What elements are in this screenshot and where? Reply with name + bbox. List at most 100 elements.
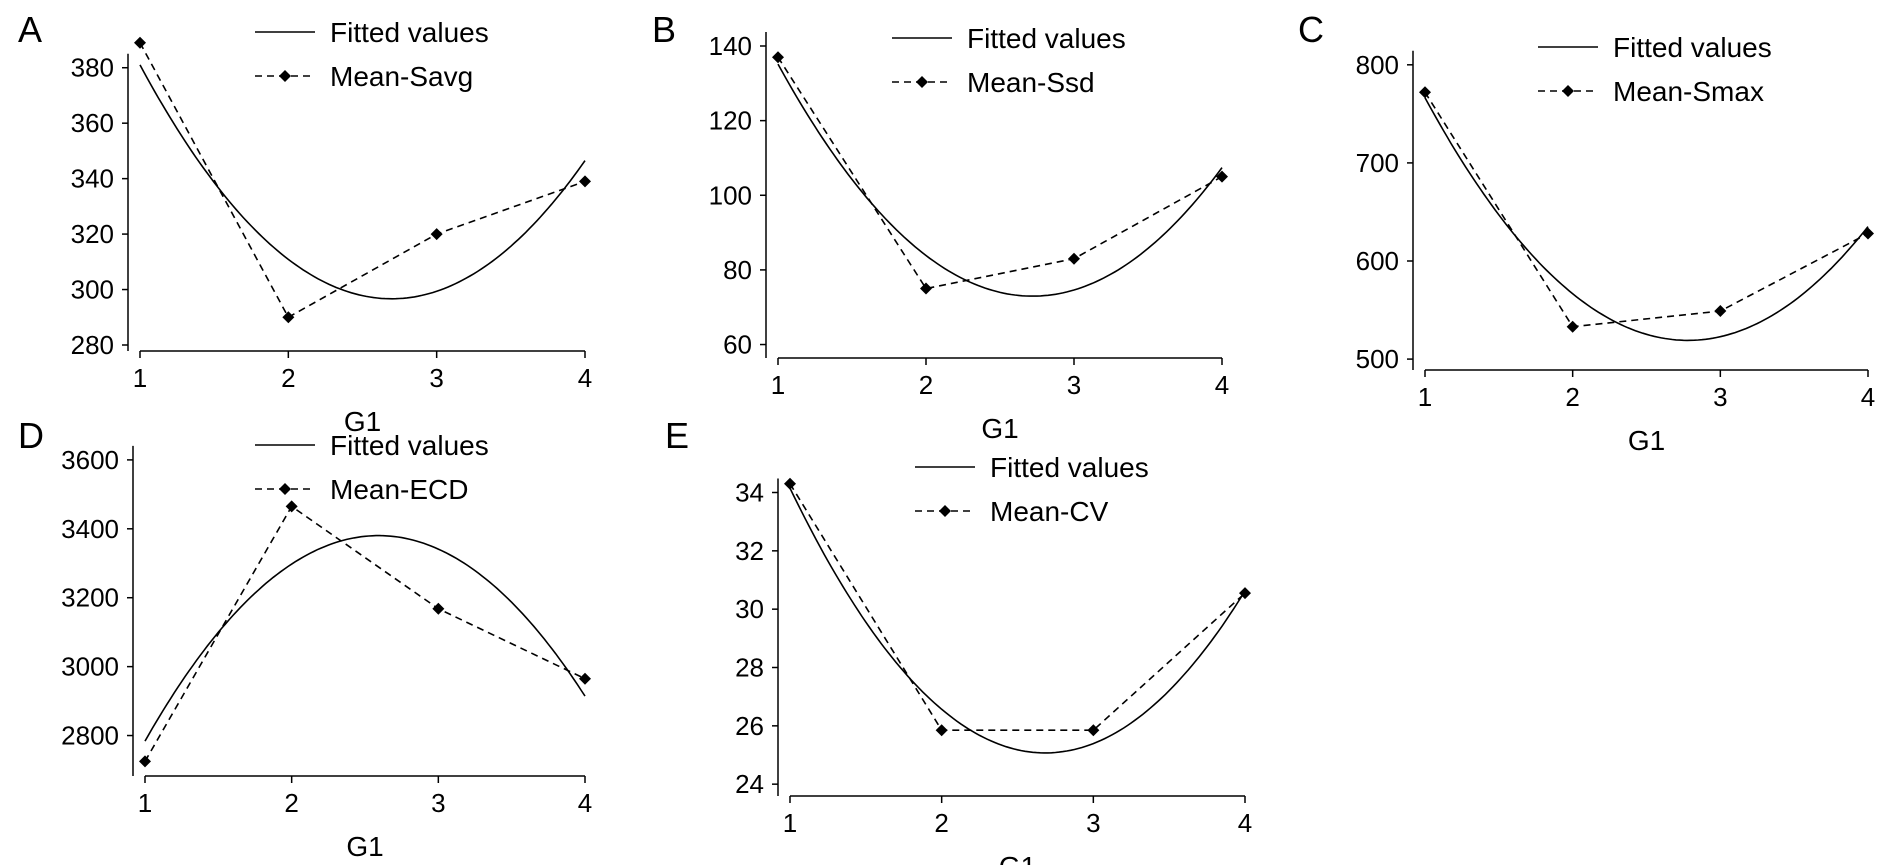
y-tick-label: 120 — [709, 106, 752, 136]
x-tick-label: 1 — [133, 363, 147, 393]
fitted-values-line — [139, 64, 586, 300]
panel-letter: D — [18, 415, 44, 456]
y-tick-label: 280 — [71, 330, 114, 360]
x-tick-label: 2 — [281, 363, 295, 393]
x-tick-label: 2 — [284, 788, 298, 818]
x-tick-label: 4 — [578, 363, 592, 393]
y-tick-label: 24 — [735, 769, 764, 799]
y-tick-label: 32 — [735, 536, 764, 566]
panel-b: B 60 80 100 120 140 1 2 3 4 G1 Fitted values Mean-Ss… — [652, 9, 1229, 444]
mean-series-line — [1424, 91, 1869, 328]
legend-fitted-label: Fitted values — [330, 430, 489, 461]
mean-series-point — [1566, 320, 1579, 333]
mean-series-point — [579, 175, 591, 188]
legend-fitted-label: Fitted values — [967, 23, 1126, 54]
panel-a: A 280 300 320 340 360 380 1 2 3 4 G1 Fitted values Me… — [18, 9, 592, 437]
mean-series-point — [1216, 170, 1228, 183]
x-axis-label: G1 — [346, 831, 383, 862]
x-tick-label: 1 — [783, 808, 797, 838]
y-tick-label: 34 — [735, 478, 764, 508]
y-tick-label: 380 — [71, 53, 114, 83]
y-tick-label: 3000 — [61, 652, 119, 682]
panel-letter: E — [665, 415, 689, 456]
x-axis-label: G1 — [981, 413, 1018, 444]
mean-series-line — [777, 56, 1223, 290]
fitted-values-line — [777, 63, 1223, 297]
legend-fitted-label: Fitted values — [330, 17, 489, 48]
mean-series-point — [784, 477, 796, 490]
legend-mean-marker — [279, 483, 291, 495]
mean-series-point — [1862, 227, 1874, 240]
x-tick-label: 4 — [1215, 370, 1229, 400]
mean-series-point — [1714, 305, 1727, 318]
y-tick-label: 140 — [709, 31, 752, 61]
y-tick-label: 28 — [735, 653, 764, 683]
mean-series-point — [1068, 252, 1080, 265]
panel-d: D 2800 3000 3200 3400 3600 1 2 3 4 G1 Fitted values… — [18, 415, 592, 862]
legend-mean-marker — [279, 70, 291, 82]
mean-series-line — [139, 42, 586, 319]
mean-series-point — [134, 36, 146, 49]
x-tick-label: 3 — [429, 363, 443, 393]
y-tick-label: 3200 — [61, 583, 119, 613]
y-tick-label: 26 — [735, 711, 764, 741]
x-tick-label: 4 — [1238, 808, 1252, 838]
y-tick-label: 300 — [71, 275, 114, 305]
panel-letter: A — [18, 9, 42, 50]
legend-mean-label: Mean-ECD — [330, 474, 468, 505]
y-tick-label: 800 — [1356, 50, 1399, 80]
legend-mean-marker — [916, 76, 928, 88]
y-tick-label: 100 — [709, 180, 752, 210]
x-tick-label: 2 — [919, 370, 933, 400]
panel-letter: C — [1298, 9, 1324, 50]
y-tick-label: 360 — [71, 108, 114, 138]
legend-mean-label: Mean-Savg — [330, 61, 473, 92]
fitted-values-line — [789, 487, 1246, 754]
x-tick-label: 1 — [1418, 382, 1432, 412]
mean-series-point — [285, 500, 298, 513]
mean-series-point — [282, 311, 295, 324]
x-tick-label: 2 — [934, 808, 948, 838]
fitted-values-line — [144, 534, 586, 742]
legend-fitted-label: Fitted values — [990, 452, 1149, 483]
legend-mean-label: Mean-CV — [990, 496, 1109, 527]
x-tick-label: 3 — [1067, 370, 1081, 400]
y-tick-label: 80 — [723, 255, 752, 285]
y-tick-label: 700 — [1356, 148, 1399, 178]
y-tick-label: 60 — [723, 330, 752, 360]
mean-series-point — [430, 228, 443, 241]
x-axis-label: G1 — [344, 406, 381, 437]
mean-series-point — [1239, 587, 1251, 600]
y-tick-label: 500 — [1356, 344, 1399, 374]
mean-series-point — [1087, 724, 1100, 737]
legend-fitted-label: Fitted values — [1613, 32, 1772, 63]
x-tick-label: 2 — [1565, 382, 1579, 412]
y-tick-label: 2800 — [61, 721, 119, 751]
mean-series-line — [789, 483, 1246, 732]
legend-mean-marker — [939, 505, 951, 517]
mean-series-point — [139, 755, 151, 768]
fitted-values-line — [1424, 97, 1869, 342]
y-tick-label: 600 — [1356, 246, 1399, 276]
y-tick-label: 340 — [71, 164, 114, 194]
x-tick-label: 3 — [1086, 808, 1100, 838]
panel-c: C 500 600 700 800 1 2 3 4 G1 Fitted values Mean-Sma… — [1298, 9, 1875, 456]
mean-series-point — [432, 602, 445, 615]
y-tick-label: 3600 — [61, 445, 119, 475]
x-axis-label: G1 — [999, 851, 1036, 865]
x-tick-label: 1 — [138, 788, 152, 818]
mean-series-point — [579, 672, 591, 685]
mean-series-point — [935, 724, 948, 737]
mean-series-point — [772, 51, 784, 64]
mean-series-point — [1419, 86, 1431, 99]
legend-mean-label: Mean-Smax — [1613, 76, 1764, 107]
x-tick-label: 4 — [1861, 382, 1875, 412]
legend-mean-label: Mean-Ssd — [967, 67, 1095, 98]
x-tick-label: 3 — [431, 788, 445, 818]
legend-mean-marker — [1562, 85, 1574, 97]
x-tick-label: 4 — [578, 788, 592, 818]
y-tick-label: 320 — [71, 219, 114, 249]
x-tick-label: 1 — [771, 370, 785, 400]
